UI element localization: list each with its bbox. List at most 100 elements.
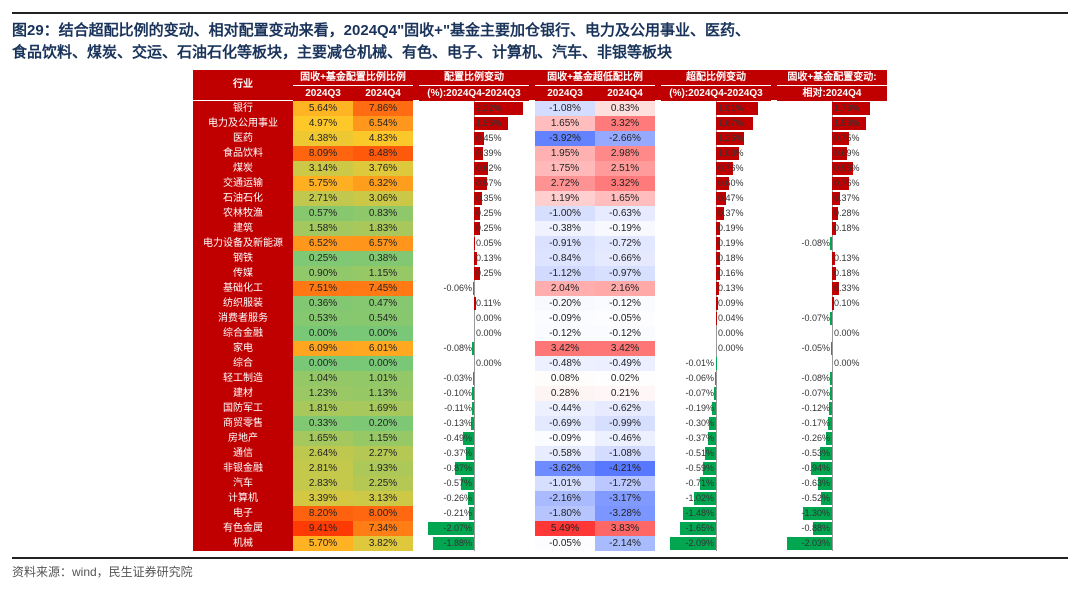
- rel-change-bar: -0.63%: [777, 476, 887, 491]
- ul-q3: -0.84%: [535, 251, 595, 266]
- table-row: 通信 2.64% 2.27% -0.37% -0.58% -1.08% -0.5…: [193, 446, 887, 461]
- ul-q4: 3.32%: [595, 116, 655, 131]
- ul-q4: 3.32%: [595, 176, 655, 191]
- ul-q3: 1.75%: [535, 161, 595, 176]
- rel-change-bar: -0.08%: [777, 236, 887, 251]
- ul-q4: -1.72%: [595, 476, 655, 491]
- ul-q3: -0.48%: [535, 356, 595, 371]
- rel-change-bar: 0.00%: [777, 356, 887, 371]
- table-row: 建材 1.23% 1.13% -0.10% 0.28% 0.21% -0.07%…: [193, 386, 887, 401]
- industry-name: 国防军工: [193, 401, 293, 416]
- alloc-q4: 2.27%: [353, 446, 413, 461]
- ul-q4: -4.21%: [595, 461, 655, 476]
- ul-q4: 1.65%: [595, 191, 655, 206]
- col-ul: 固收+基金超低配比例: [535, 70, 655, 86]
- alloc-q3: 2.83%: [293, 476, 353, 491]
- alloc-change-bar: 0.25%: [419, 266, 529, 281]
- ul-q4: -0.49%: [595, 356, 655, 371]
- alloc-q4: 3.76%: [353, 161, 413, 176]
- ul-q3: 5.49%: [535, 521, 595, 536]
- rel-change-bar: 1.73%: [777, 101, 887, 117]
- rel-change-bar: -0.88%: [777, 521, 887, 536]
- alloc-change-bar: 2.22%: [419, 101, 529, 117]
- alloc-change-bar: -0.11%: [419, 401, 529, 416]
- ul-change-bar: 0.60%: [661, 176, 771, 191]
- table-row: 银行 5.64% 7.86% 2.22% -1.08% 0.83% 1.91% …: [193, 101, 887, 117]
- alloc-q4: 8.48%: [353, 146, 413, 161]
- alloc-q4: 6.54%: [353, 116, 413, 131]
- ul-change-bar: -0.37%: [661, 431, 771, 446]
- ul-q4: -0.99%: [595, 416, 655, 431]
- alloc-q3: 1.23%: [293, 386, 353, 401]
- ul-change-bar: -0.51%: [661, 446, 771, 461]
- table-row: 基础化工 7.51% 7.45% -0.06% 2.04% 2.16% 0.13…: [193, 281, 887, 296]
- rel-change-bar: 0.18%: [777, 266, 887, 281]
- industry-name: 基础化工: [193, 281, 293, 296]
- table-row: 国防军工 1.81% 1.69% -0.11% -0.44% -0.62% -0…: [193, 401, 887, 416]
- industry-name: 传媒: [193, 266, 293, 281]
- ul-q3: -1.80%: [535, 506, 595, 521]
- ul-q3: -0.69%: [535, 416, 595, 431]
- alloc-change-bar: -0.06%: [419, 281, 529, 296]
- alloc-q4: 3.82%: [353, 536, 413, 551]
- col-alloc-change-sub: (%):2024Q4-2024Q3: [419, 85, 529, 101]
- alloc-q4: 2.25%: [353, 476, 413, 491]
- alloc-q3: 3.14%: [293, 161, 353, 176]
- alloc-change-bar: 0.00%: [419, 356, 529, 371]
- alloc-change-bar: -0.03%: [419, 371, 529, 386]
- alloc-change-bar: -2.07%: [419, 521, 529, 536]
- ul-change-bar: 0.00%: [661, 341, 771, 356]
- alloc-q3: 8.20%: [293, 506, 353, 521]
- alloc-q3: 0.00%: [293, 326, 353, 341]
- ul-q3: 0.08%: [535, 371, 595, 386]
- ul-change-bar: 0.19%: [661, 221, 771, 236]
- alloc-change-bar: -0.13%: [419, 416, 529, 431]
- alloc-change-bar: 0.39%: [419, 146, 529, 161]
- industry-name: 家电: [193, 341, 293, 356]
- source-line: 资料来源：wind，民生证券研究院: [12, 563, 1068, 580]
- ul-change-bar: 1.26%: [661, 131, 771, 146]
- ul-q3: -3.92%: [535, 131, 595, 146]
- alloc-q4: 7.45%: [353, 281, 413, 296]
- ul-change-bar: -0.07%: [661, 386, 771, 401]
- industry-name: 轻工制造: [193, 371, 293, 386]
- rel-change-bar: 1.53%: [777, 116, 887, 131]
- table-row: 食品饮料 8.09% 8.48% 0.39% 1.95% 2.98% 1.03%…: [193, 146, 887, 161]
- ul-q3: -0.09%: [535, 311, 595, 326]
- alloc-change-bar: 0.00%: [419, 311, 529, 326]
- ul-change-bar: -0.71%: [661, 476, 771, 491]
- alloc-q4: 0.38%: [353, 251, 413, 266]
- ul-change-bar: 0.16%: [661, 266, 771, 281]
- alloc-q4: 7.34%: [353, 521, 413, 536]
- ul-q3: 1.95%: [535, 146, 595, 161]
- alloc-q4: 1.83%: [353, 221, 413, 236]
- alloc-change-bar: -1.88%: [419, 536, 529, 551]
- alloc-q4: 6.57%: [353, 236, 413, 251]
- industry-name: 计算机: [193, 491, 293, 506]
- table-row: 钢铁 0.25% 0.38% 0.13% -0.84% -0.66% 0.18%…: [193, 251, 887, 266]
- alloc-q4: 3.06%: [353, 191, 413, 206]
- industry-name: 银行: [193, 101, 293, 117]
- ul-change-bar: -0.19%: [661, 401, 771, 416]
- ul-q4: -0.66%: [595, 251, 655, 266]
- ul-q3: -1.00%: [535, 206, 595, 221]
- alloc-q4: 1.15%: [353, 431, 413, 446]
- table-row: 家电 6.09% 6.01% -0.08% 3.42% 3.42% 0.00% …: [193, 341, 887, 356]
- alloc-q3: 0.53%: [293, 311, 353, 326]
- ul-q3: -1.01%: [535, 476, 595, 491]
- alloc-change-bar: 1.56%: [419, 116, 529, 131]
- ul-q4: -0.12%: [595, 296, 655, 311]
- ul-change-bar: -0.30%: [661, 416, 771, 431]
- ul-q4: -1.08%: [595, 446, 655, 461]
- ul-q3: -2.16%: [535, 491, 595, 506]
- alloc-change-bar: 0.35%: [419, 191, 529, 206]
- ul-change-bar: -0.59%: [661, 461, 771, 476]
- rel-change-bar: 0.75%: [777, 131, 887, 146]
- industry-name: 消费者服务: [193, 311, 293, 326]
- ul-change-bar: -1.02%: [661, 491, 771, 506]
- col-industry: 行业: [193, 70, 293, 101]
- ul-change-bar: 1.67%: [661, 116, 771, 131]
- industry-name: 综合金融: [193, 326, 293, 341]
- alloc-change-bar: 0.45%: [419, 131, 529, 146]
- alloc-q3: 5.75%: [293, 176, 353, 191]
